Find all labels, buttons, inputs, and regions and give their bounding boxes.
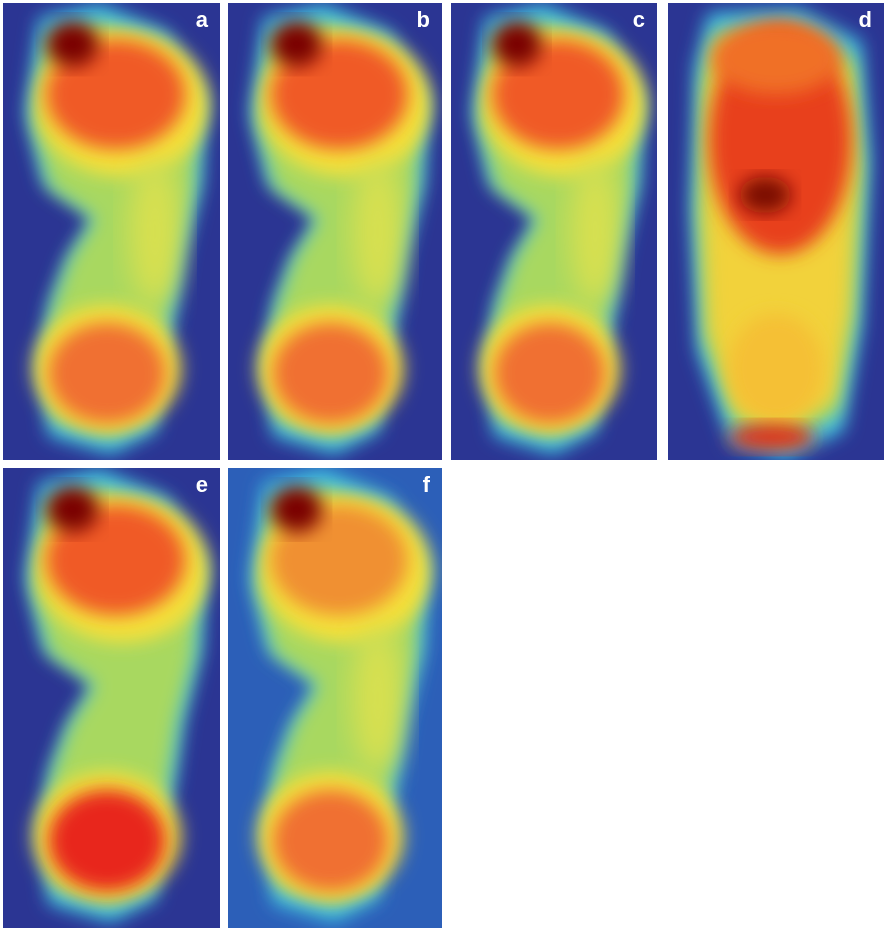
panel-label: a	[196, 7, 209, 32]
pressure-zone	[46, 21, 98, 67]
pressure-zone	[273, 790, 389, 891]
pressure-zone	[728, 314, 823, 424]
pressure-zone	[352, 624, 403, 771]
panel: b	[228, 3, 442, 460]
panel: f	[228, 468, 442, 928]
pressure-zone	[271, 486, 322, 532]
panel-label: c	[633, 7, 645, 32]
panel-label: f	[423, 472, 431, 497]
pressure-zone	[728, 423, 814, 450]
panel: e	[3, 468, 220, 928]
panel-label: d	[859, 7, 872, 32]
pressure-zone	[570, 158, 619, 304]
pressure-zone	[129, 158, 181, 304]
page: abcdef (() => { const data = JSON.parse(…	[0, 0, 886, 931]
pressure-zone	[739, 177, 791, 214]
pressure-zone	[494, 323, 605, 424]
figure: a b c d e f	[0, 0, 886, 931]
pressure-zone	[492, 21, 541, 67]
pressure-zone	[711, 21, 841, 94]
panel-label: b	[417, 7, 430, 32]
pressure-zone	[49, 790, 166, 891]
pressure-zone	[352, 158, 403, 304]
panel-label: e	[196, 472, 208, 497]
pressure-zone	[271, 21, 322, 67]
pressure-zone	[46, 486, 98, 532]
pressure-zone	[49, 323, 166, 424]
panel: c	[451, 3, 657, 460]
pressure-zone	[273, 323, 389, 424]
panel: d	[668, 3, 884, 460]
panel: a	[3, 3, 220, 460]
